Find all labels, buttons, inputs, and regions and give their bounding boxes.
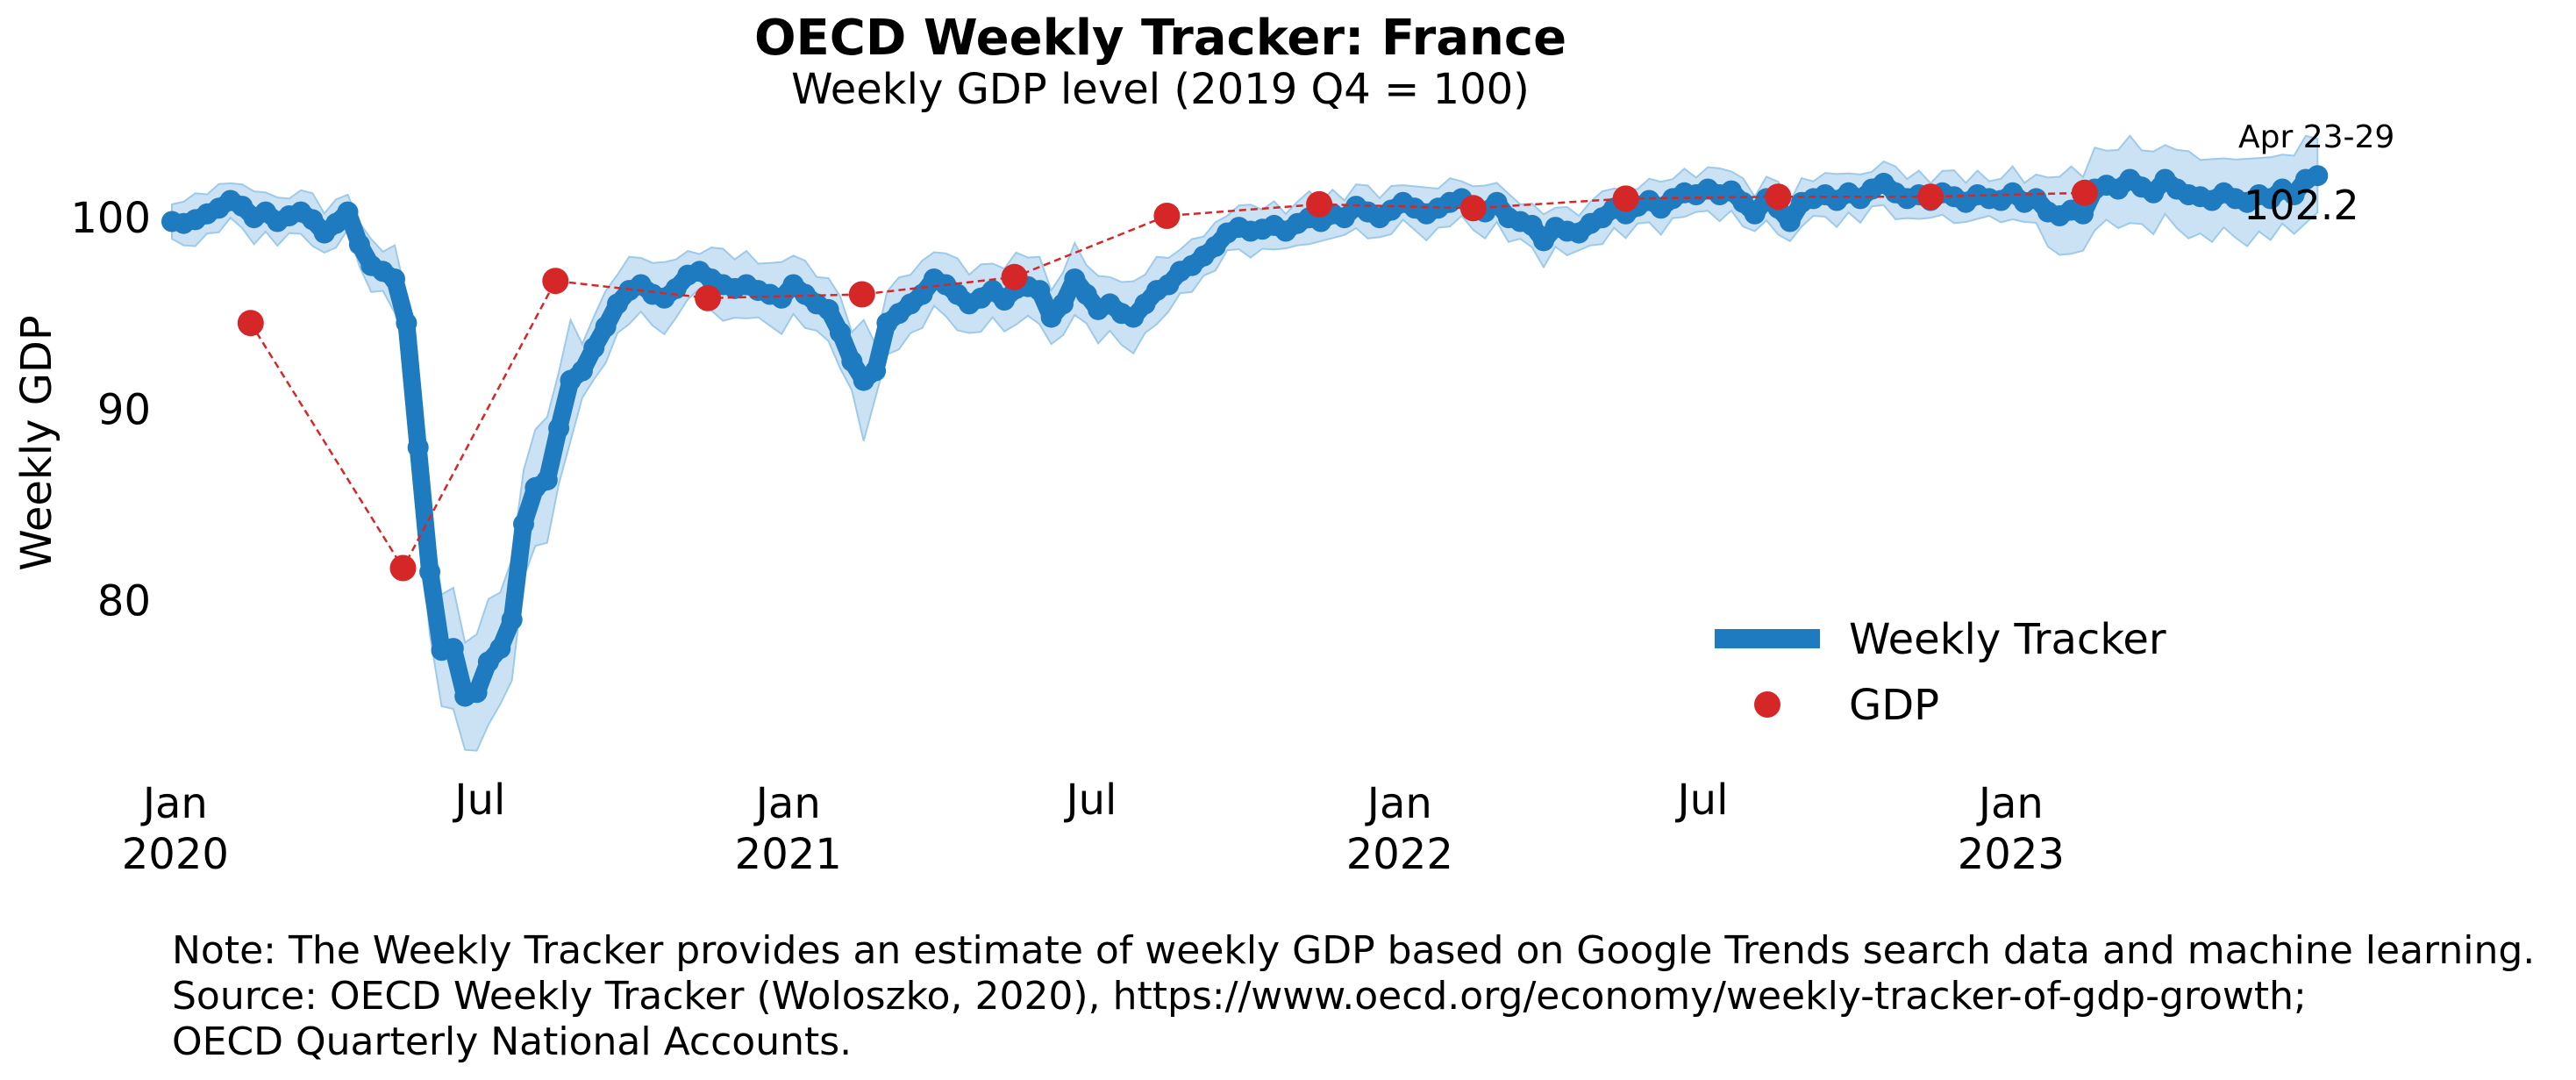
weekly-tracker-point (1744, 203, 1766, 225)
x-tick-label: Jul (452, 776, 505, 825)
weekly-tracker-point (830, 322, 851, 344)
gdp-point (1306, 190, 1333, 218)
weekly-tracker-point (1521, 214, 1543, 236)
x-tick-label: Jan (753, 779, 821, 828)
gdp-point (389, 554, 417, 582)
source-line: Source: OECD Weekly Tracker (Woloszko, 2… (172, 974, 2307, 1019)
legend-gdp-label: GDP (1849, 681, 1939, 730)
x-tick-year-label: 2021 (735, 830, 842, 879)
x-tick-label: Jan (1976, 779, 2044, 828)
weekly-tracker-point (2307, 165, 2329, 187)
chart-subtitle: Weekly GDP level (2019 Q4 = 100) (791, 65, 1530, 114)
last-value-label: 102.2 (2244, 182, 2359, 229)
last-week-date-label: Apr 23-29 (2238, 119, 2394, 155)
gdp-point (1765, 183, 1792, 211)
weekly-tracker-point (1029, 280, 1051, 302)
weekly-tracker-point (466, 682, 488, 704)
weekly-tracker-point (1779, 211, 1801, 232)
weekly-tracker-point (817, 298, 839, 320)
x-tick-year-label: 2023 (1958, 830, 2065, 879)
weekly-tracker-point (419, 561, 441, 583)
gdp-point (1917, 183, 1944, 211)
weekly-tracker-point (501, 609, 523, 631)
y-tick-label: 100 (70, 194, 151, 243)
legend-gdp-swatch (1754, 691, 1780, 718)
weekly-tracker-point (513, 513, 534, 535)
weekly-tracker-point (1053, 293, 1074, 315)
gdp-point (2071, 179, 2098, 206)
x-tick-label: Jan (140, 779, 208, 828)
legend-tracker-label: Weekly Tracker (1849, 615, 2166, 664)
weekly-tracker-point (396, 312, 417, 334)
x-tick-label: Jul (1674, 776, 1728, 825)
weekly-tracker-point (489, 638, 511, 660)
gdp-point (542, 268, 569, 295)
gdp-point (848, 281, 875, 308)
note-line: Note: The Weekly Tracker provides an est… (172, 928, 2536, 973)
weekly-tracker-point (841, 350, 863, 372)
gdp-point (237, 310, 264, 337)
legend: Weekly Tracker GDP (1715, 615, 2166, 730)
y-axis-ticks: 80 90 100 (70, 194, 151, 626)
weekly-tracker-point (337, 201, 359, 223)
weekly-tracker-point (442, 638, 464, 660)
source-line-continued: OECD Quarterly National Accounts. (172, 1019, 853, 1064)
gdp-series (237, 179, 2098, 582)
weekly-tracker-point (407, 437, 429, 458)
gdp-point (1459, 195, 1487, 222)
weekly-tracker-point (571, 360, 593, 382)
footnote: Note: The Weekly Tracker provides an est… (172, 928, 2535, 1065)
weekly-tracker-point (348, 233, 370, 255)
x-tick-year-label: 2020 (122, 830, 229, 879)
weekly-tracker-point (536, 469, 558, 491)
weekly-tracker-point (911, 283, 933, 305)
weekly-tracker-point (595, 316, 617, 338)
weekly-tracker-point (548, 418, 570, 440)
y-tick-label: 80 (97, 577, 151, 626)
x-tick-year-label: 2022 (1346, 830, 1453, 879)
x-tick-label: Jul (1063, 776, 1117, 825)
weekly-tracker-point (2283, 184, 2305, 205)
gdp-point (1153, 203, 1181, 229)
weekly-tracker-point (384, 268, 405, 290)
y-tick-label: 90 (97, 385, 151, 434)
gdp-point (1612, 185, 1639, 212)
weekly-tracker-point (865, 360, 887, 382)
weekly-tracker-point (1064, 268, 1086, 290)
gdp-point (695, 284, 722, 311)
chart-title: OECD Weekly Tracker: France (754, 10, 1566, 67)
x-tick-label: Jan (1365, 779, 1432, 828)
gdp-point (1001, 263, 1028, 290)
y-axis-label: Weekly GDP (12, 315, 61, 571)
weekly-tracker-point (2073, 203, 2094, 225)
weekly-tracker-point (583, 337, 605, 359)
weekly-tracker-point (1075, 283, 1097, 305)
